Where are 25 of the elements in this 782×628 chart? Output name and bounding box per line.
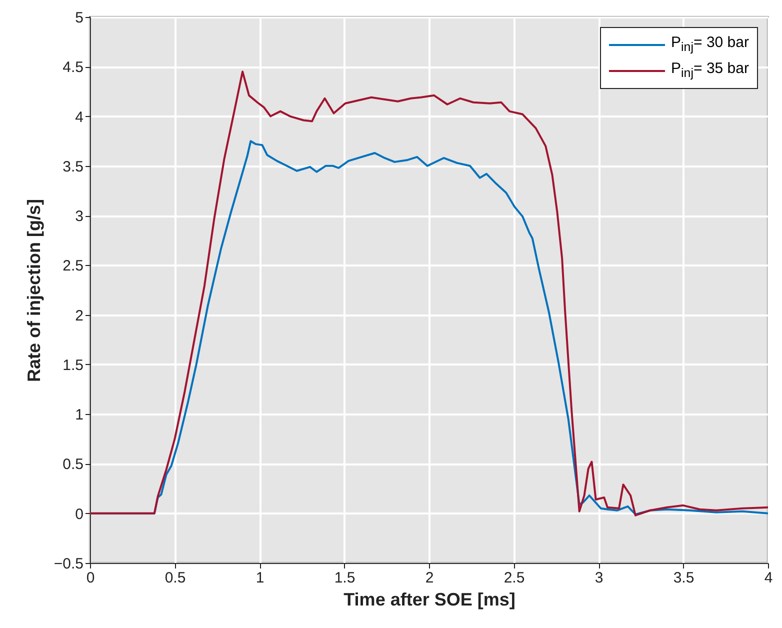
- y-tick-label: 2.5: [62, 258, 84, 275]
- y-tick-label: 1: [75, 406, 84, 424]
- x-tick-label: 1.5: [334, 570, 356, 586]
- y-tick-label: 4.5: [62, 59, 84, 76]
- y-tick-label: 0.5: [62, 456, 84, 474]
- x-tick-label: 3.5: [673, 570, 694, 586]
- x-tick-label: 0.5: [164, 570, 186, 586]
- legend-label: P$_{inj}$= 35 bar: [671, 59, 749, 82]
- y-tick-label: −0.5: [54, 556, 84, 572]
- y-tick-label: 4: [75, 108, 84, 126]
- y-tick-label: 5: [75, 10, 84, 26]
- y-tick-label: 1.5: [62, 356, 84, 374]
- x-tick-label: 3: [594, 570, 604, 586]
- x-tick-label: 2.5: [504, 570, 525, 586]
- y-tick-label: 2: [75, 307, 84, 324]
- x-tick-label: 1: [256, 570, 264, 586]
- y-tick-label: 3: [75, 208, 84, 226]
- x-axis-title: Time after SOE [ms]: [344, 590, 516, 610]
- x-tick-label: 4: [764, 570, 773, 586]
- x-tick-label: 2: [425, 570, 434, 586]
- x-tick-label: 0: [86, 570, 95, 586]
- y-tick-label: 0: [75, 506, 84, 523]
- legend-label: P$_{inj}$= 30 bar: [671, 33, 749, 56]
- y-axis-title: Rate of injection [g/s]: [24, 198, 44, 382]
- y-tick-label: 3.5: [62, 158, 84, 176]
